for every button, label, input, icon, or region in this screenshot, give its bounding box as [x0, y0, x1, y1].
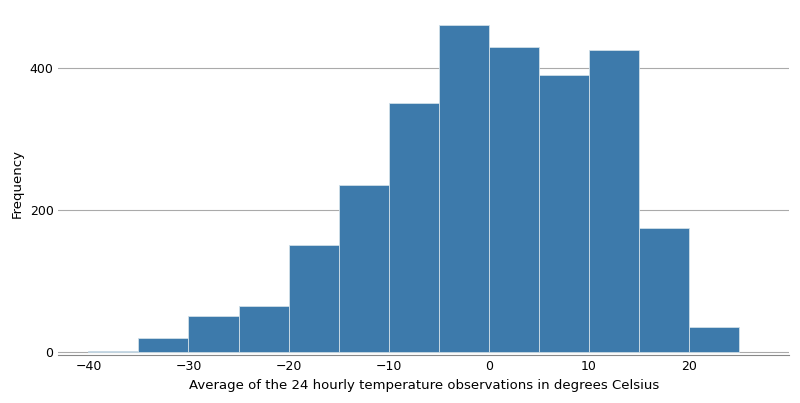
Bar [538, 75, 589, 352]
X-axis label: Average of the 24 hourly temperature observations in degrees Celsius: Average of the 24 hourly temperature obs… [189, 379, 658, 392]
Bar [589, 50, 638, 352]
Y-axis label: Frequency: Frequency [11, 149, 24, 218]
Bar [189, 316, 238, 352]
Bar [89, 351, 138, 352]
Bar [289, 245, 338, 352]
Bar [138, 338, 189, 352]
Bar [238, 306, 289, 352]
Bar [689, 327, 739, 352]
Bar [438, 25, 489, 352]
Bar [389, 104, 438, 352]
Bar [489, 47, 538, 352]
Bar [338, 185, 389, 352]
Bar [638, 228, 689, 352]
